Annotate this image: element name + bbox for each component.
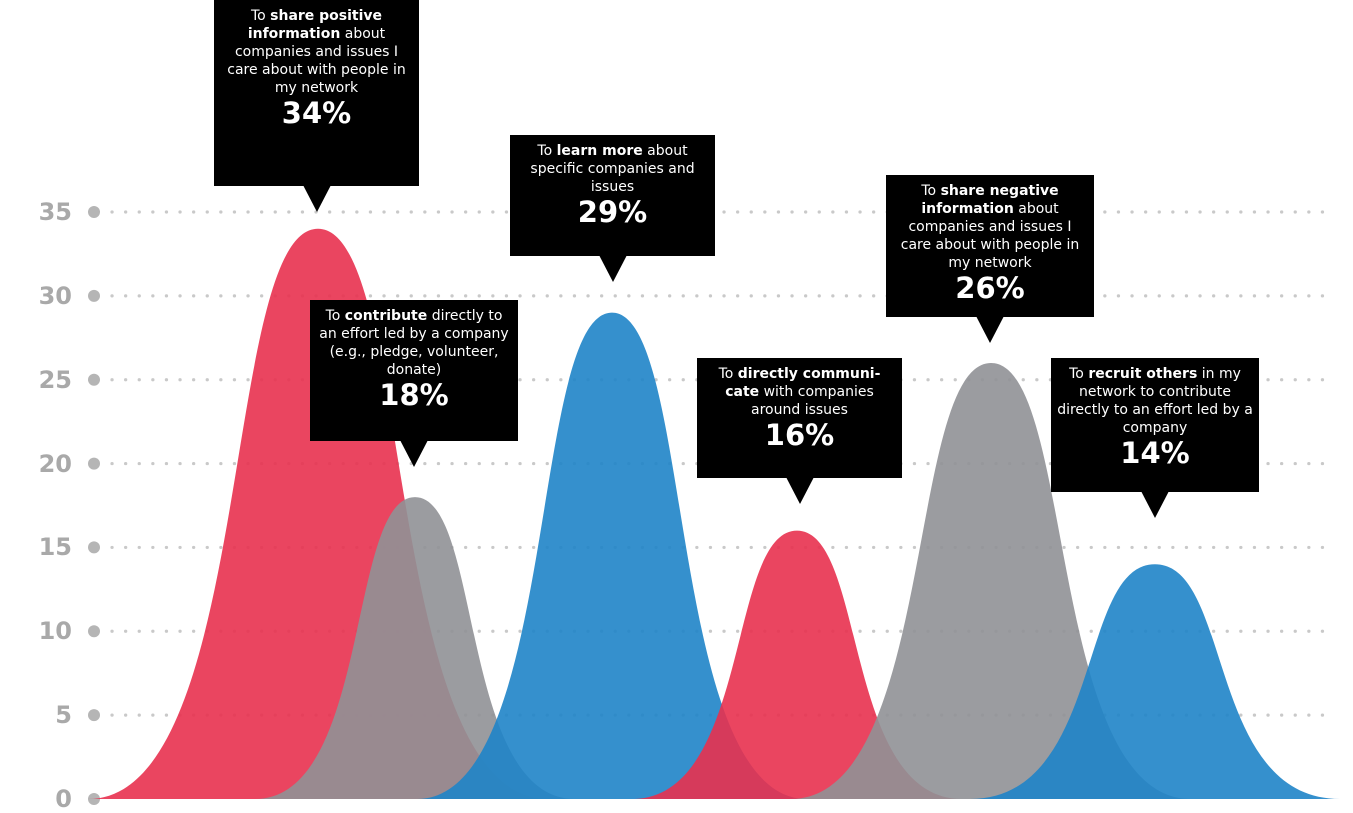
gridline-marker [88, 625, 100, 638]
y-tick-label: 0 [55, 785, 72, 813]
callout-text: To contribute directly to an effort led … [316, 307, 512, 379]
callout-text-bold: learn more [556, 143, 643, 159]
callout: To directly communi-cate with companies … [697, 358, 902, 478]
gridline-marker [88, 457, 100, 470]
callout: To learn more about specific companies a… [510, 135, 715, 256]
series-area [970, 564, 1340, 799]
callout-text: To share negative information about comp… [892, 182, 1088, 272]
callout-text: To learn more about specific companies a… [516, 142, 709, 196]
y-tick-label: 35 [38, 198, 72, 226]
callout-text-part: directly to an effort led by a company (… [319, 308, 509, 378]
callout: To contribute directly to an effort led … [310, 300, 518, 441]
callout-text-part: about companies and issues I care about … [900, 201, 1080, 271]
y-tick-label: 10 [38, 617, 72, 646]
y-tick-label: 30 [38, 281, 72, 310]
callout-text-part: with companies around issues [751, 384, 874, 418]
gridline-marker [88, 373, 100, 386]
gridline-marker [88, 541, 100, 554]
callout-text: To share positive information about comp… [220, 7, 413, 97]
callout-text: To recruit others in my network to contr… [1057, 365, 1253, 437]
callout-text-bold: share positive information [247, 8, 383, 42]
callout-text-part: To [1069, 366, 1089, 382]
callout-text-part: To [325, 308, 345, 324]
series-area [417, 312, 807, 799]
y-tick-label: 25 [38, 365, 72, 394]
callout-text-bold: contribute [344, 308, 428, 324]
callout-text-bold: recruit others [1088, 366, 1198, 382]
callout-text-part: in my network to contribute directly to … [1057, 366, 1253, 436]
y-tick-label: 5 [55, 701, 72, 730]
callout-value: 14% [1120, 436, 1190, 470]
callout-text-part: To [718, 366, 738, 382]
callout-value: 34% [281, 96, 352, 130]
callout-text-part: about specific companies and issues [530, 143, 695, 195]
callout-text: To directly communi-cate with companies … [703, 365, 896, 419]
series-areas [88, 228, 1340, 799]
gridline-marker [88, 206, 100, 218]
callout-text-part: about companies and issues I care about … [227, 26, 406, 96]
callout-text-part: To [537, 143, 557, 159]
y-tick-label: 15 [38, 533, 72, 562]
callout-text-bold: directly communi-cate [725, 366, 881, 400]
callout: To share positive information about comp… [214, 0, 419, 186]
callout: To recruit others in my network to contr… [1051, 358, 1259, 492]
gridline-marker [88, 289, 100, 302]
callout: To share negative information about comp… [886, 175, 1094, 317]
callout-value: 29% [577, 195, 648, 229]
y-tick-label: 20 [38, 449, 72, 478]
gridline-marker [88, 709, 100, 722]
callout-text-bold: share negative information [921, 183, 1059, 217]
callout-value: 16% [764, 418, 835, 452]
callout-value: 26% [955, 271, 1025, 305]
callout-text-part: To [250, 8, 271, 24]
callout-text-part: To [921, 183, 941, 199]
callout-value: 18% [379, 378, 449, 412]
